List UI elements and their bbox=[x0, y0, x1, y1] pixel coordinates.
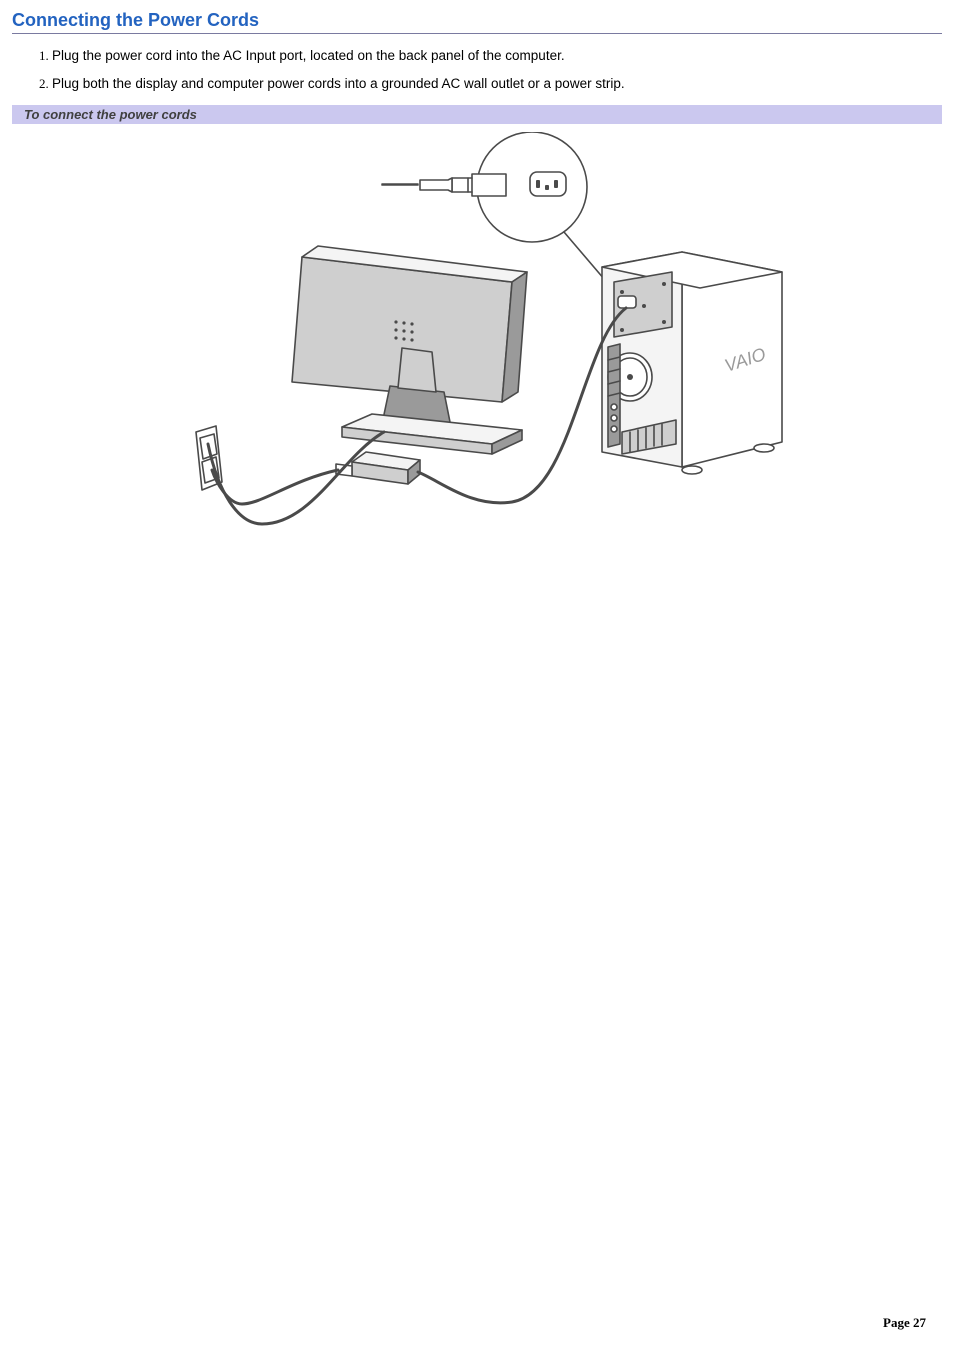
page-number: Page 27 bbox=[883, 1315, 926, 1331]
document-page: Connecting the Power Cords Plug the powe… bbox=[0, 0, 954, 1351]
instruction-list: Plug the power cord into the AC Input po… bbox=[12, 46, 942, 95]
section-heading: Connecting the Power Cords bbox=[12, 10, 942, 34]
instruction-step: Plug both the display and computer power… bbox=[52, 74, 942, 94]
power-cord-illustration: VAIO bbox=[152, 132, 802, 552]
figure-caption-band: To connect the power cords bbox=[12, 105, 942, 124]
instruction-step: Plug the power cord into the AC Input po… bbox=[52, 46, 942, 66]
figure-container: VAIO bbox=[12, 132, 942, 557]
